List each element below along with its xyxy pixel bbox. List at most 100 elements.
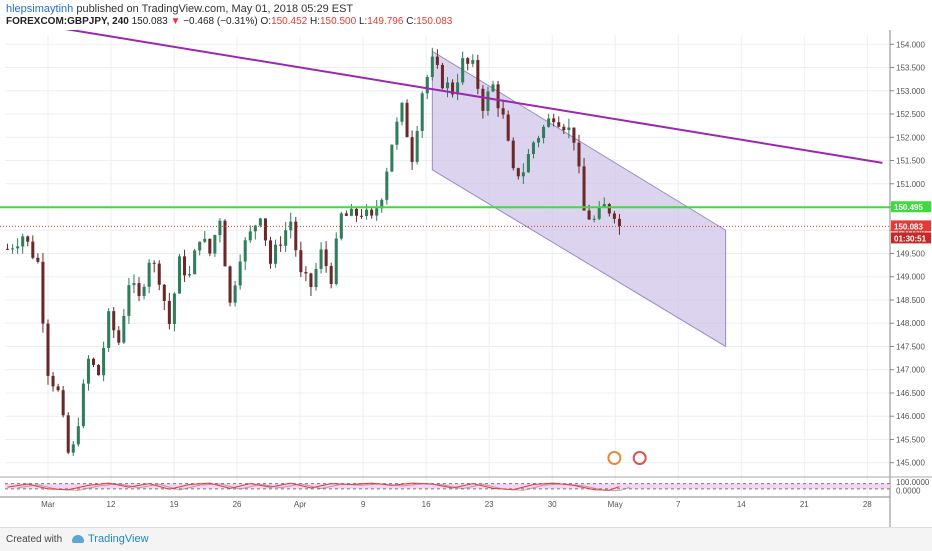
candle-body [607, 204, 611, 214]
support-price-label: 150.495 [894, 203, 923, 212]
candle-body [319, 249, 323, 269]
y-tick-label: 153.000 [896, 87, 925, 96]
y-tick-label: 151.500 [896, 157, 925, 166]
candle-body [299, 250, 303, 273]
candle-body [521, 172, 525, 177]
candle-body [112, 311, 116, 331]
candle-body [385, 171, 389, 200]
candle-body [526, 154, 530, 173]
candle-body [516, 168, 520, 177]
support-price-label-bg [891, 201, 931, 213]
candle-body [324, 249, 328, 267]
symbol-label[interactable]: FOREXCOM:GBPJPY, 240 [6, 16, 129, 27]
candle-body [203, 238, 207, 242]
candle-body [617, 218, 621, 227]
candle-body [349, 208, 353, 216]
candle-body [344, 213, 348, 216]
x-tick-label: 26 [233, 500, 242, 509]
candle-body [557, 122, 561, 127]
economic-event-icon[interactable] [607, 451, 622, 465]
candle-body [183, 256, 187, 276]
candle-body [81, 383, 85, 427]
stochastic-tick-label: 0.0000 [896, 487, 921, 496]
candle-body [471, 60, 475, 64]
candle-body [587, 210, 591, 220]
candle-body [6, 248, 10, 250]
candle-body [466, 58, 470, 64]
candle-body [334, 238, 338, 285]
high-label: H: [310, 16, 320, 27]
x-tick-label: 12 [107, 500, 116, 509]
time-axis[interactable]: Mar 12 19 26 Apr 9 16 23 30 May 7 14 21 28 [0, 496, 890, 509]
candle-body [511, 140, 515, 169]
price-axis-bg [890, 30, 932, 527]
candle-body [481, 88, 485, 111]
x-tick-label: 9 [361, 500, 366, 509]
candle-body [147, 262, 151, 287]
y-tick-label: 148.000 [896, 319, 925, 328]
candle-body [198, 241, 202, 251]
low-label: L: [358, 16, 368, 27]
candle-body [233, 285, 237, 303]
candle-body [451, 82, 455, 95]
x-tick-label: 28 [863, 500, 872, 509]
y-tick-label: 149.000 [896, 273, 925, 282]
candle-body [248, 231, 252, 241]
x-tick-label: 7 [676, 500, 681, 509]
published-text: published on TradingView.com, May 01, 20… [76, 3, 354, 15]
price-chart[interactable]: 154.000 153.500 153.000 152.500 152.000 151.5… [0, 30, 932, 527]
trendline[interactable] [2, 30, 883, 164]
event-markers[interactable] [607, 451, 647, 465]
candle-body [258, 218, 262, 226]
candle-body [86, 358, 90, 384]
candle-body [370, 209, 374, 216]
candle-body [213, 235, 217, 254]
candle-body [486, 91, 490, 111]
countdown-label: 01:30:51 [894, 234, 927, 243]
price-axis[interactable]: 154.000 153.500 153.000 152.500 152.000 151.5… [889, 30, 932, 527]
candle-body [284, 230, 288, 246]
candle-body [142, 286, 146, 296]
candle-body [400, 102, 404, 122]
candle-body [26, 236, 30, 242]
candle-body [268, 240, 273, 264]
candle-body [152, 262, 156, 264]
candle-body [97, 364, 101, 376]
candle-body [31, 241, 35, 258]
candle-body [395, 121, 399, 145]
close-label: C: [406, 16, 417, 27]
candle-body [562, 126, 566, 131]
candle-body [425, 76, 429, 94]
high-value: 150.500 [320, 16, 357, 27]
author-link[interactable]: hlepsimaytinh [6, 3, 74, 15]
candle-body [177, 256, 181, 294]
y-tick-label: 146.000 [896, 412, 925, 421]
x-tick-label: May [608, 500, 623, 509]
candle-body [162, 284, 166, 301]
candle-body [51, 375, 55, 387]
candle-body [365, 209, 369, 217]
candle-body [592, 218, 596, 220]
y-tick-label: 147.000 [896, 366, 925, 375]
y-tick-label: 146.500 [896, 389, 925, 398]
candle-body [531, 142, 535, 155]
publish-line: hlepsimaytinh published on TradingView.c… [6, 3, 353, 15]
candle-body [577, 142, 581, 167]
regression-channel[interactable] [431, 50, 727, 348]
candle-body [36, 257, 40, 262]
candle-body [339, 213, 343, 239]
economic-event-icon[interactable] [632, 451, 647, 465]
y-tick-label: 154.000 [896, 40, 925, 49]
grid [5, 35, 890, 495]
y-tick-label: 152.500 [896, 110, 925, 119]
y-tick-label: 145.000 [896, 459, 925, 468]
candle-body [329, 266, 333, 285]
stochastic-pane [0, 476, 932, 492]
candle-body [137, 283, 141, 296]
candle-body [76, 426, 80, 445]
candle-body [228, 266, 232, 303]
candle-body [243, 240, 247, 262]
low-value: 149.796 [367, 16, 404, 27]
tradingview-logo[interactable]: TradingView [72, 533, 149, 545]
candle-body [410, 137, 414, 162]
